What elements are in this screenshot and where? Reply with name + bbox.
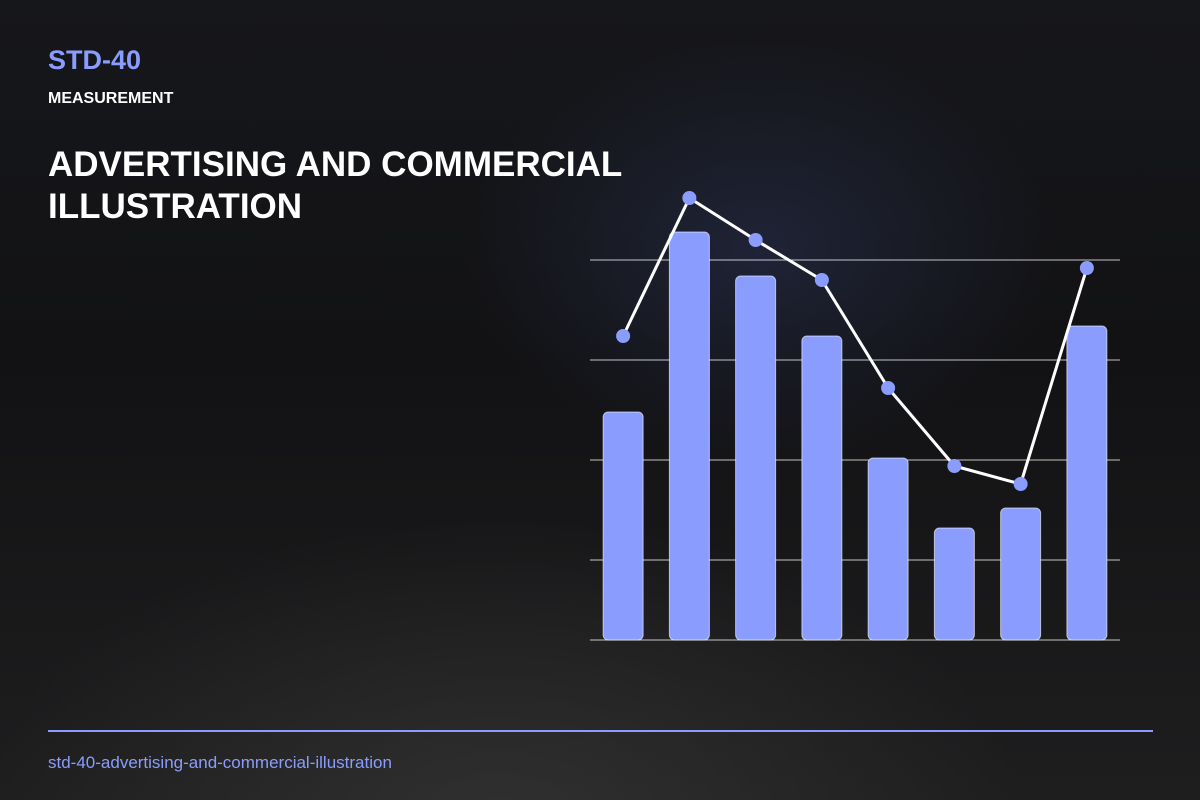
bar xyxy=(1000,507,1042,641)
line-marker xyxy=(616,329,631,343)
bar xyxy=(735,275,777,641)
divider xyxy=(48,730,1153,732)
bar xyxy=(1066,325,1108,641)
bar xyxy=(933,527,975,641)
line-marker xyxy=(1079,261,1094,275)
line-marker xyxy=(682,191,697,205)
slug: std-40-advertising-and-commercial-illust… xyxy=(48,753,392,772)
bar xyxy=(801,335,843,641)
bar xyxy=(867,457,909,641)
line-marker xyxy=(947,459,962,473)
line-marker xyxy=(1013,477,1028,491)
kicker: MEASUREMENT xyxy=(48,90,174,107)
line-marker xyxy=(748,233,763,247)
bar xyxy=(602,411,644,641)
line-marker xyxy=(881,381,896,395)
code: STD-40 xyxy=(48,45,142,75)
line-marker xyxy=(814,273,829,287)
bar xyxy=(668,231,710,641)
line xyxy=(621,196,1089,486)
title: ADVERTISING AND COMMERCIAL ILLUSTRATION xyxy=(48,145,622,226)
